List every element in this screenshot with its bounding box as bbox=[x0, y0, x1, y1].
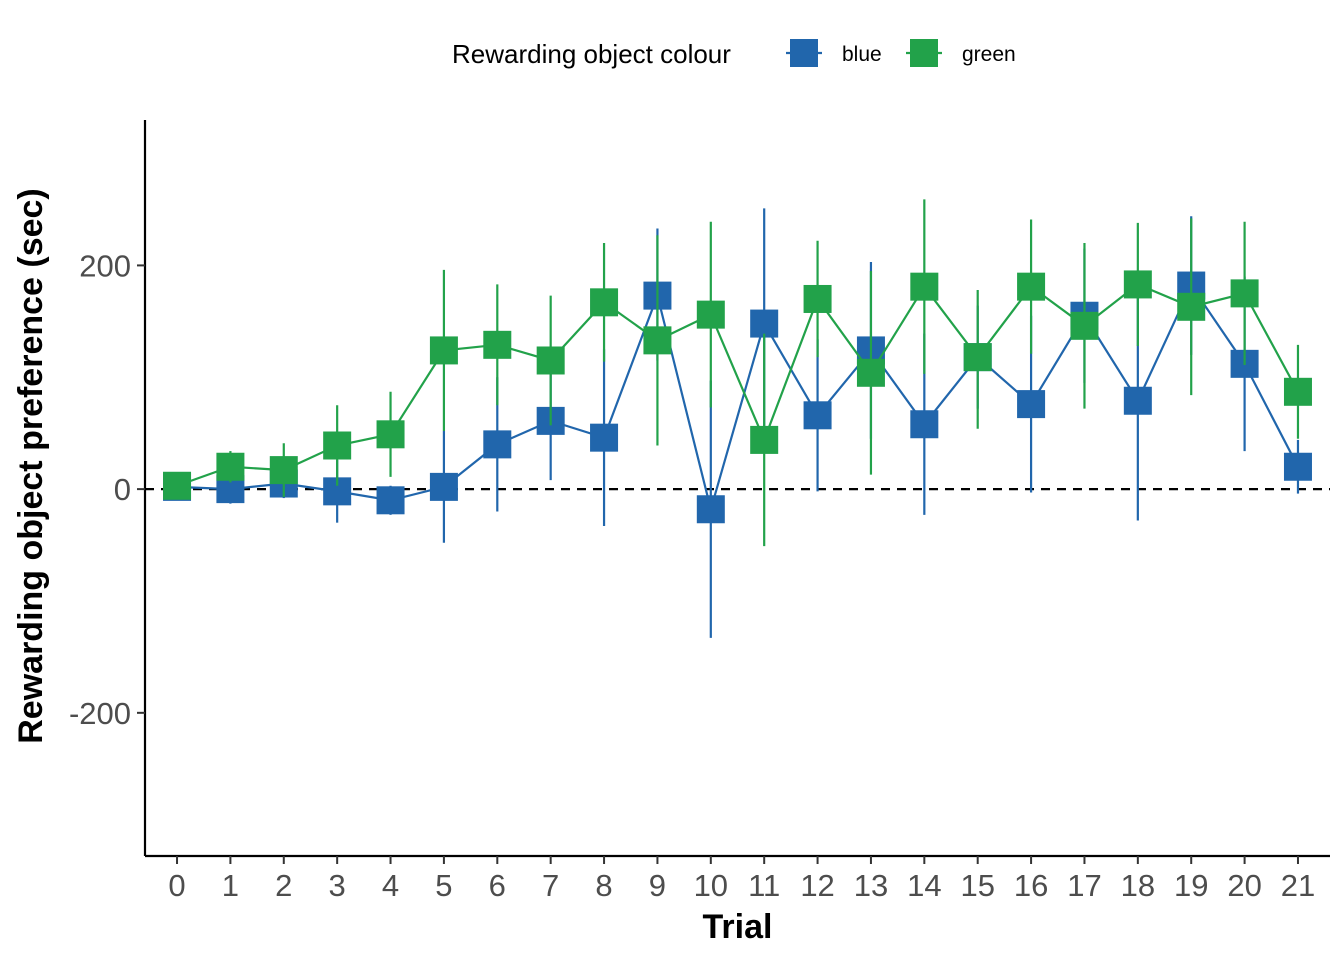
data-point-blue bbox=[1283, 452, 1312, 481]
x-tick-label: 1 bbox=[222, 868, 239, 903]
data-point-green bbox=[1070, 311, 1099, 340]
legend-item-blue: blue bbox=[786, 39, 882, 67]
x-tick-label: 21 bbox=[1281, 868, 1315, 903]
x-tick-label: 19 bbox=[1174, 868, 1208, 903]
data-point-green bbox=[910, 272, 939, 301]
data-point-green bbox=[376, 420, 405, 449]
x-tick-label: 7 bbox=[542, 868, 559, 903]
data-point-green bbox=[323, 431, 352, 460]
x-tick-label: 20 bbox=[1227, 868, 1261, 903]
data-point-blue bbox=[696, 495, 725, 524]
legend-item-green: green bbox=[906, 39, 1016, 67]
plot-area bbox=[145, 199, 1330, 638]
data-point-green bbox=[1123, 270, 1152, 299]
series-line-green bbox=[176, 283, 1299, 487]
data-point-blue bbox=[1123, 386, 1152, 415]
data-point-green bbox=[163, 471, 192, 500]
x-tick-label: 12 bbox=[800, 868, 834, 903]
x-tick-label: 15 bbox=[960, 868, 994, 903]
axes: 0 1 2 3 4 5 6 7 8 9 10 11 12 13 14 15 16 17 18 19 20 21 -2000… bbox=[12, 120, 1330, 946]
data-point-green bbox=[643, 326, 672, 355]
x-tick-label: 16 bbox=[1014, 868, 1048, 903]
data-point-green bbox=[269, 456, 298, 485]
legend-key-marker bbox=[790, 39, 818, 67]
data-point-blue bbox=[750, 309, 779, 338]
x-tick-label: 6 bbox=[489, 868, 506, 903]
x-axis-title: Trial bbox=[703, 908, 773, 946]
data-point-blue bbox=[376, 486, 405, 515]
data-point-green bbox=[1283, 377, 1312, 406]
legend-label: blue bbox=[842, 43, 882, 66]
y-tick-label: -200 bbox=[69, 696, 131, 731]
legend-label: green bbox=[962, 43, 1016, 66]
data-point-green bbox=[856, 358, 885, 387]
x-tick-label: 2 bbox=[275, 868, 292, 903]
data-point-green bbox=[536, 346, 565, 375]
data-point-blue bbox=[590, 423, 619, 452]
x-tick-label: 13 bbox=[854, 868, 888, 903]
x-tick-label: 9 bbox=[649, 868, 666, 903]
y-axis-title: Rewarding object preference (sec) bbox=[12, 188, 50, 744]
data-point-blue bbox=[910, 410, 939, 439]
data-point-green bbox=[590, 288, 619, 317]
series-green bbox=[163, 199, 1312, 547]
x-tick-label: 11 bbox=[748, 868, 780, 903]
data-point-green bbox=[803, 284, 832, 313]
y-tick-label: 200 bbox=[79, 248, 131, 283]
data-point-green bbox=[696, 300, 725, 329]
data-point-green bbox=[963, 343, 992, 372]
x-tick-label: 4 bbox=[382, 868, 399, 903]
y-tick-label: 0 bbox=[114, 472, 131, 507]
x-tick-label: 14 bbox=[907, 868, 941, 903]
data-point-blue bbox=[803, 401, 832, 430]
data-point-green bbox=[1017, 272, 1046, 301]
x-tick-label: 10 bbox=[694, 868, 728, 903]
data-point-blue bbox=[483, 430, 512, 459]
data-point-blue bbox=[429, 472, 458, 501]
x-axis-ticks: 0 1 2 3 4 5 6 7 8 9 10 11 12 13 14 15 16 17 18 19 20 21 bbox=[168, 856, 1315, 903]
x-tick-label: 17 bbox=[1067, 868, 1101, 903]
data-point-green bbox=[750, 425, 779, 454]
data-point-green bbox=[1177, 292, 1206, 321]
data-point-green bbox=[483, 330, 512, 359]
data-point-blue bbox=[1017, 390, 1046, 419]
data-point-green bbox=[216, 452, 245, 481]
x-tick-label: 3 bbox=[329, 868, 346, 903]
x-tick-label: 18 bbox=[1121, 868, 1155, 903]
legend-title: Rewarding object colour bbox=[452, 39, 731, 69]
x-tick-label: 8 bbox=[595, 868, 612, 903]
x-tick-label: 0 bbox=[168, 868, 185, 903]
data-point-green bbox=[1230, 279, 1259, 308]
series-line-blue bbox=[176, 283, 1299, 514]
x-tick-label: 5 bbox=[435, 868, 452, 903]
legend-key-marker bbox=[910, 39, 938, 67]
data-point-green bbox=[429, 336, 458, 365]
legend: Rewarding object colour blue green bbox=[452, 39, 1016, 69]
y-axis-ticks: -200 0 200 bbox=[69, 248, 145, 731]
